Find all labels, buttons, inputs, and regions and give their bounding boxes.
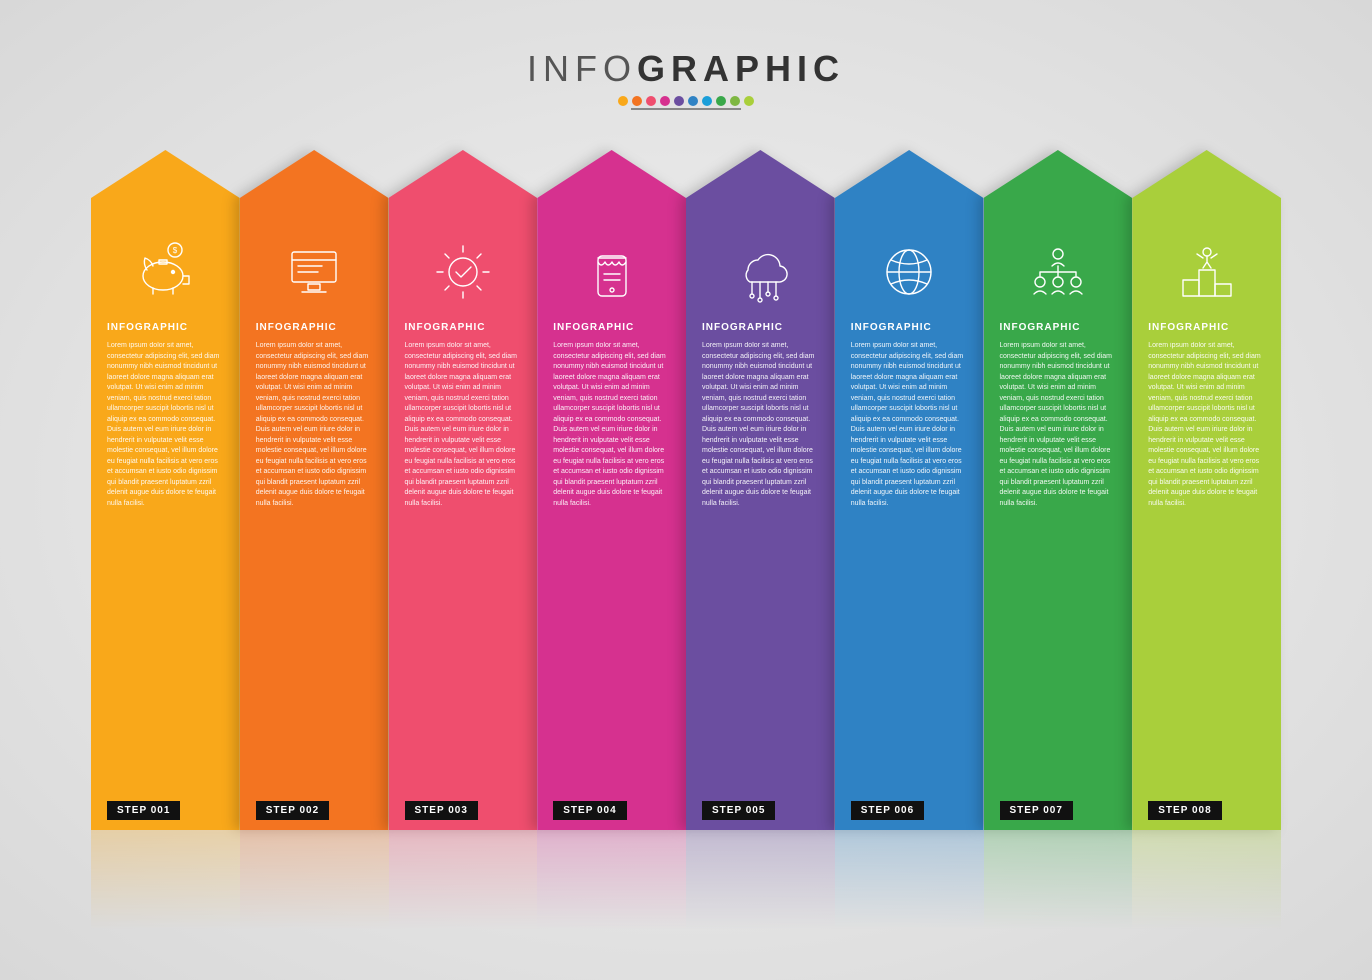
step-badge: STEP 002 [256,801,329,820]
step-badge: STEP 004 [553,801,626,820]
org-chart-icon [1000,222,1117,322]
column-body: Lorem ipsum dolor sit amet, consectetur … [1000,341,1117,509]
column-body: Lorem ipsum dolor sit amet, consectetur … [851,341,968,509]
title-dot [646,96,656,106]
column-reflection [1132,830,1281,930]
title-dot [618,96,628,106]
title-dot [632,96,642,106]
step-column: INFOGRAPHIC Lorem ipsum dolor sit amet, … [537,150,686,830]
step-column: INFOGRAPHIC Lorem ipsum dolor sit amet, … [389,150,538,830]
step-badge: STEP 005 [702,801,775,820]
step-column: INFOGRAPHIC Lorem ipsum dolor sit amet, … [984,150,1133,830]
step-badge: STEP 006 [851,801,924,820]
page-title: INFOGRAPHIC [527,48,845,90]
title-dot [688,96,698,106]
title-dots [527,96,845,106]
column-reflection [240,830,389,930]
column-heading: INFOGRAPHIC [702,322,819,333]
column-body: Lorem ipsum dolor sit amet, consectetur … [405,341,522,509]
step-badge: STEP 003 [405,801,478,820]
title-dot [730,96,740,106]
page-title-block: INFOGRAPHIC [527,48,845,110]
column-reflection [537,830,686,930]
column-heading: INFOGRAPHIC [553,322,670,333]
cloud-data-icon [702,222,819,322]
column-heading: INFOGRAPHIC [256,322,373,333]
gear-check-icon [405,222,522,322]
title-suffix: GRAPHIC [637,48,845,89]
column-heading: INFOGRAPHIC [107,322,224,333]
column-reflection [835,830,984,930]
step-badge: STEP 001 [107,801,180,820]
podium-icon [1148,222,1265,322]
step-column: INFOGRAPHIC Lorem ipsum dolor sit amet, … [686,150,835,830]
column-heading: INFOGRAPHIC [1000,322,1117,333]
title-dot [702,96,712,106]
column-reflection [389,830,538,930]
column-body: Lorem ipsum dolor sit amet, consectetur … [553,341,670,509]
column-body: Lorem ipsum dolor sit amet, consectetur … [256,341,373,509]
title-dot [716,96,726,106]
piggy-bank-icon [107,222,224,322]
column-body: Lorem ipsum dolor sit amet, consectetur … [1148,341,1265,509]
globe-icon [851,222,968,322]
store-mobile-icon [553,222,670,322]
column-reflection [984,830,1133,930]
title-dot [674,96,684,106]
step-column: INFOGRAPHIC Lorem ipsum dolor sit amet, … [240,150,389,830]
column-body: Lorem ipsum dolor sit amet, consectetur … [107,341,224,509]
column-body: Lorem ipsum dolor sit amet, consectetur … [702,341,819,509]
column-heading: INFOGRAPHIC [851,322,968,333]
infographic-stage: INFOGRAPHIC Lorem ipsum dolor sit amet, … [91,150,1281,930]
column-reflection [91,830,240,930]
title-dot [660,96,670,106]
step-column: INFOGRAPHIC Lorem ipsum dolor sit amet, … [835,150,984,830]
column-heading: INFOGRAPHIC [1148,322,1265,333]
step-column: INFOGRAPHIC Lorem ipsum dolor sit amet, … [1132,150,1281,830]
reflection-row [91,830,1281,930]
step-badge: STEP 007 [1000,801,1073,820]
columns-row: INFOGRAPHIC Lorem ipsum dolor sit amet, … [91,150,1281,830]
step-badge: STEP 008 [1148,801,1221,820]
title-underline [631,108,741,110]
column-reflection [686,830,835,930]
title-prefix: INFO [527,48,637,89]
title-dot [744,96,754,106]
step-column: INFOGRAPHIC Lorem ipsum dolor sit amet, … [91,150,240,830]
monitor-icon [256,222,373,322]
column-heading: INFOGRAPHIC [405,322,522,333]
